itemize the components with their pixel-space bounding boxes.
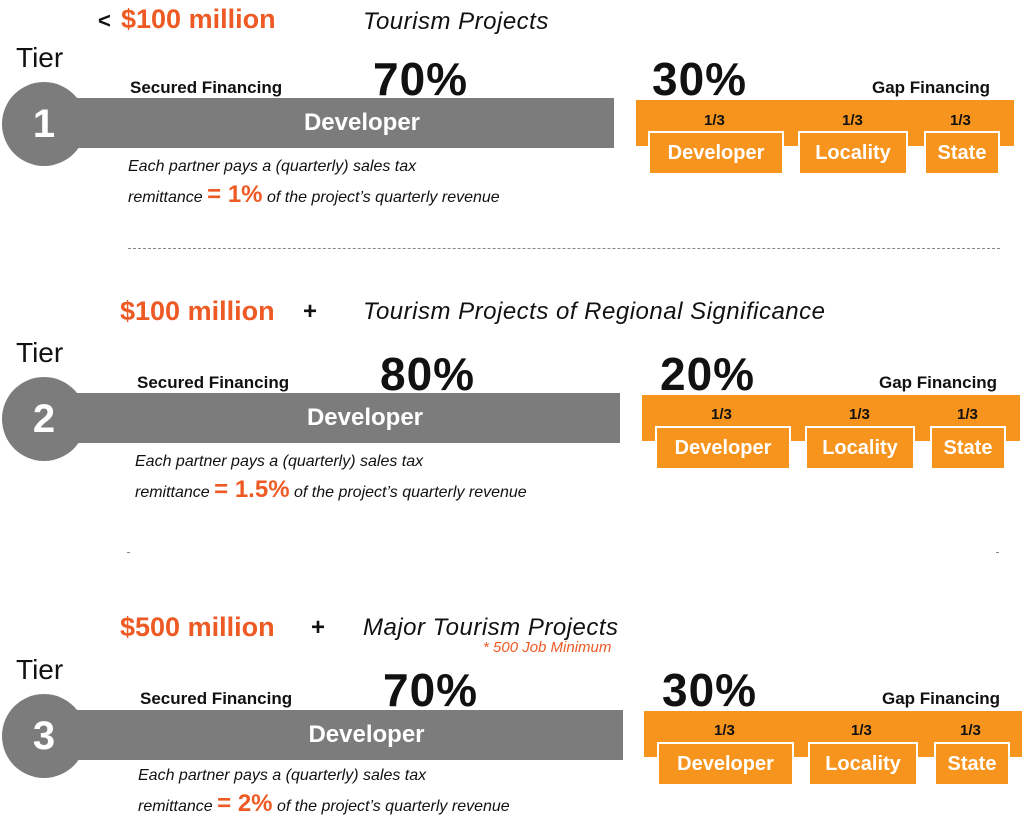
partner-fraction-developer: 1/3 [704,112,725,129]
tier-word: Tier [16,654,64,685]
section-tick-right [996,552,999,553]
description-line-1: Each partner pays a (quarterly) sales ta… [128,158,417,175]
threshold-amount: $500 million [120,612,275,642]
partner-fraction-state: 1/3 [950,112,971,129]
partner-box-state: State [934,742,1010,786]
partner-box-developer: Developer [655,426,791,470]
description-prefix: remittance [138,798,218,815]
project-category: Tourism Projects [363,8,549,35]
bar-label: Developer [306,404,424,431]
remittance-rate: = 2% [217,790,273,817]
description-line-2: remittance = 1% of the project’s quarter… [128,181,500,212]
partner-box-state: State [930,426,1006,470]
threshold-prefix: < [98,8,111,33]
tier-number: 1 [32,101,56,146]
tier-number-circle: 3 [2,694,86,778]
tier-1-section: < $100 million Tourism Projects Tier Dev… [0,0,1024,250]
remittance-description: Each partner pays a (quarterly) sales ta… [135,448,527,507]
tier-number-circle: 2 [2,377,86,461]
tier-number: 2 [32,396,56,441]
partner-name: State [947,752,997,775]
remittance-description: Each partner pays a (quarterly) sales ta… [128,153,500,212]
description-line-1: Each partner pays a (quarterly) sales ta… [135,453,424,470]
partner-name: Developer [674,436,772,459]
description-prefix: remittance [128,189,208,206]
partner-name: Developer [677,752,774,775]
description-suffix: of the project’s quarterly revenue [262,189,500,206]
secured-financing-bar: Developer [40,710,623,760]
threshold-amount: $100 million [120,296,275,326]
partner-fraction-locality: 1/3 [849,406,870,423]
partner-fraction-state: 1/3 [957,406,978,423]
partner-fraction-locality: 1/3 [851,722,872,739]
gap-percentage: 20% [660,348,756,400]
threshold-plus: + [303,298,318,325]
tier-word: Tier [16,337,64,368]
partner-fraction-developer: 1/3 [714,722,735,739]
tier-word: Tier [16,42,64,73]
secured-percentage: 70% [373,53,469,105]
partner-name: Locality [815,141,891,164]
description-prefix: remittance [135,484,215,501]
tier-3-section: $500 million + Major Tourism Projects * … [0,608,1024,837]
description-line-2: remittance = 1.5% of the project’s quart… [135,476,527,507]
gap-financing-label: Gap Financing [872,78,991,97]
secured-financing-label: Secured Financing [137,373,290,392]
bar-label: Developer [308,721,425,748]
project-category: Major Tourism Projects [363,614,619,641]
partner-box-locality: Locality [808,742,918,786]
partner-box-developer: Developer [648,131,784,175]
remittance-rate: = 1% [207,181,263,208]
partner-name: State [937,141,987,164]
tier-number: 3 [32,713,56,758]
partner-box-locality: Locality [798,131,908,175]
partner-name: Developer [667,141,765,164]
threshold-plus: + [311,614,326,641]
partner-fraction-developer: 1/3 [711,406,732,423]
secured-financing-bar: Developer [40,98,614,148]
description-line-1: Each partner pays a (quarterly) sales ta… [138,767,427,784]
gap-percentage: 30% [652,53,748,105]
remittance-rate: = 1.5% [214,476,290,503]
remittance-description: Each partner pays a (quarterly) sales ta… [138,762,510,821]
section-tick-left [127,552,130,553]
partner-name: Locality [825,752,901,775]
description-suffix: of the project’s quarterly revenue [289,484,527,501]
section-divider [128,248,1000,249]
tier-2-section: $100 million + Tourism Projects of Regio… [0,292,1024,542]
description-line-2: remittance = 2% of the project’s quarter… [138,790,510,821]
partner-fraction-state: 1/3 [960,722,981,739]
threshold-amount: $100 million [121,4,276,34]
job-minimum-note: * 500 Job Minimum [483,639,612,656]
bar-label: Developer [303,109,421,136]
description-suffix: of the project’s quarterly revenue [272,798,510,815]
secured-percentage: 70% [383,664,479,716]
partner-name: State [943,436,993,459]
gap-percentage: 30% [662,664,758,716]
secured-financing-label: Secured Financing [130,78,283,97]
partner-name: Locality [822,436,898,459]
secured-financing-bar: Developer [40,393,620,443]
partner-box-developer: Developer [657,742,794,786]
gap-financing-label: Gap Financing [879,373,998,392]
secured-financing-label: Secured Financing [140,689,293,708]
project-category: Tourism Projects of Regional Significanc… [363,298,826,325]
gap-financing-label: Gap Financing [882,689,1001,708]
partner-fraction-locality: 1/3 [842,112,863,129]
tier-number-circle: 1 [2,82,86,166]
partner-box-state: State [924,131,1000,175]
partner-box-locality: Locality [805,426,915,470]
secured-percentage: 80% [380,348,476,400]
